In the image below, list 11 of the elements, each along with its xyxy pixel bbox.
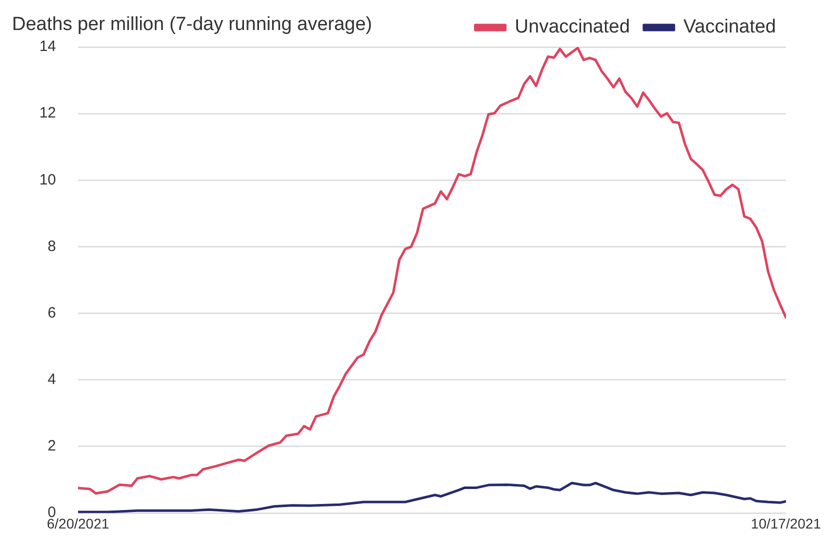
y-tick-label: 14 [39, 38, 56, 56]
y-tick-label: 12 [39, 104, 56, 122]
y-tick-label: 4 [48, 371, 56, 388]
x-tick-label: 10/17/2021 [750, 515, 822, 532]
y-tick-label: 6 [48, 304, 56, 322]
legend-label: Unvaccinated [514, 16, 630, 38]
legend-label: Vaccinated [683, 16, 776, 38]
y-tick-label: 2 [48, 438, 56, 455]
y-tick-label: 8 [48, 238, 56, 255]
chart-title: Deaths per million (7-day running average) [12, 14, 372, 36]
y-tick-label: 10 [39, 171, 56, 188]
